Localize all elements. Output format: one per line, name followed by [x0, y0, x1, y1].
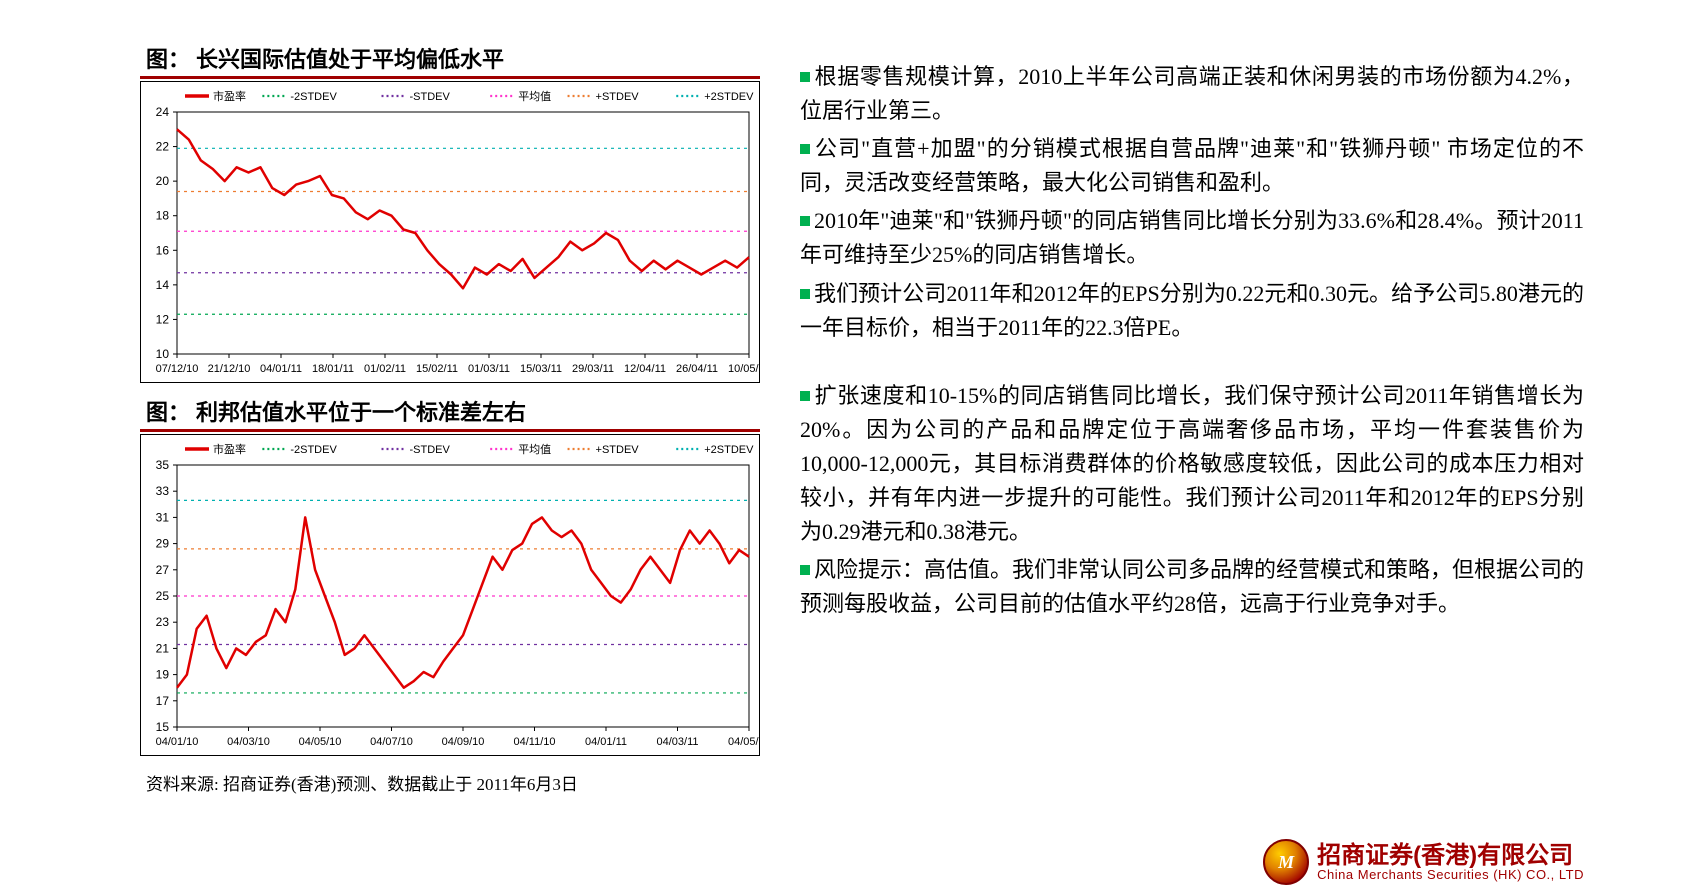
logo-badge-icon: M [1263, 839, 1309, 885]
chart1-title-bar: 图：长兴国际估值处于平均偏低水平 [140, 38, 760, 79]
svg-text:15/03/11: 15/03/11 [520, 363, 562, 375]
logo-text: 招商证券(香港)有限公司 China Merchants Securities … [1317, 844, 1584, 881]
svg-text:04/07/10: 04/07/10 [370, 736, 413, 748]
svg-text:10: 10 [156, 347, 170, 361]
svg-text:35: 35 [156, 458, 170, 472]
svg-text:21: 21 [156, 641, 170, 655]
svg-text:29/03/11: 29/03/11 [572, 363, 614, 375]
svg-text:-STDEV: -STDEV [410, 444, 451, 456]
svg-text:21/12/10: 21/12/10 [208, 363, 251, 375]
svg-text:04/03/10: 04/03/10 [227, 736, 270, 748]
svg-text:23: 23 [156, 615, 170, 629]
svg-text:19: 19 [156, 668, 170, 682]
chart2-title-bar: 图：利邦估值水平位于一个标准差左右 [140, 391, 760, 432]
bullet-icon [800, 289, 810, 299]
svg-text:-STDEV: -STDEV [410, 91, 451, 103]
bullet-paragraph: 根据零售规模计算，2010上半年公司高端正装和休闲男装的市场份额为4.2%，位居… [800, 60, 1584, 128]
logo-cn: 招商证券(香港)有限公司 [1317, 844, 1584, 868]
svg-text:16: 16 [156, 243, 170, 257]
chart1-title: 长兴国际估值处于平均偏低水平 [196, 47, 504, 72]
source-line: 资料来源: 招商证券(香港)预测、数据截止于 2011年6月3日 [140, 762, 760, 795]
bullet-paragraph: 扩张速度和10-15%的同店销售同比增长，我们保守预计公司2011年销售增长为2… [800, 379, 1584, 549]
svg-text:26/04/11: 26/04/11 [676, 363, 718, 375]
bullet-paragraph: 公司"直营+加盟"的分销模式根据自营品牌"迪莱"和"铁狮丹顿" 市场定位的不同，… [800, 132, 1584, 200]
logo-en: China Merchants Securities (HK) CO., LTD [1317, 868, 1584, 881]
svg-text:25: 25 [156, 589, 170, 603]
bullet-paragraph: 我们预计公司2011年和2012年的EPS分别为0.22元和0.30元。给予公司… [800, 277, 1584, 345]
svg-text:04/03/11: 04/03/11 [656, 736, 698, 748]
svg-text:33: 33 [156, 484, 170, 498]
svg-text:10/05/11: 10/05/11 [728, 363, 759, 375]
svg-text:01/02/11: 01/02/11 [364, 363, 406, 375]
paragraphs-bottom: 扩张速度和10-15%的同店销售同比增长，我们保守预计公司2011年销售增长为2… [800, 379, 1584, 622]
svg-text:平均值: 平均值 [518, 443, 551, 456]
svg-text:平均值: 平均值 [518, 90, 551, 103]
svg-text:市盈率: 市盈率 [213, 442, 246, 456]
svg-text:04/01/10: 04/01/10 [156, 736, 199, 748]
page-root: 图：长兴国际估值处于平均偏低水平 市盈率-2STDEV-STDEV平均值+STD… [0, 0, 1684, 795]
bullet-icon [800, 565, 810, 575]
svg-text:+STDEV: +STDEV [596, 444, 640, 456]
svg-text:12: 12 [156, 312, 170, 326]
bullet-icon [800, 391, 810, 401]
svg-text:12/04/11: 12/04/11 [624, 363, 666, 375]
svg-text:04/05/11: 04/05/11 [728, 736, 759, 748]
svg-text:-2STDEV: -2STDEV [290, 444, 337, 456]
chart2-title-prefix: 图： [146, 400, 190, 425]
svg-text:18: 18 [156, 209, 170, 223]
svg-text:市盈率: 市盈率 [213, 89, 246, 103]
svg-text:04/05/10: 04/05/10 [299, 736, 342, 748]
svg-text:17: 17 [156, 694, 170, 708]
chart1-svg: 市盈率 -2STDEV -STDEV 平均值 +STDEV +2STDEV 10 12 14 16… [141, 82, 759, 382]
chart2-title: 利邦估值水平位于一个标准差左右 [196, 400, 526, 425]
svg-text:29: 29 [156, 537, 170, 551]
chart2-svg: 市盈率 -2STDEV -STDEV 平均值 +STDEV +2STDEV 15 17 19 21… [141, 435, 759, 755]
svg-text:+2STDEV: +2STDEV [704, 91, 754, 103]
chart1-title-prefix: 图： [146, 47, 190, 72]
paragraphs-top: 根据零售规模计算，2010上半年公司高端正装和休闲男装的市场份额为4.2%，位居… [800, 60, 1584, 345]
bullet-icon [800, 144, 810, 154]
svg-text:-2STDEV: -2STDEV [290, 91, 337, 103]
right-column: 根据零售规模计算，2010上半年公司高端正装和休闲男装的市场份额为4.2%，位居… [800, 30, 1584, 795]
svg-text:27: 27 [156, 563, 170, 577]
bullet-paragraph: 2010年"迪莱"和"铁狮丹顿"的同店销售同比增长分别为33.6%和28.4%。… [800, 204, 1584, 272]
svg-text:04/09/10: 04/09/10 [442, 736, 485, 748]
svg-text:31: 31 [156, 510, 170, 524]
svg-text:14: 14 [156, 278, 170, 292]
svg-text:18/01/11: 18/01/11 [312, 363, 354, 375]
svg-text:20: 20 [156, 174, 170, 188]
left-column: 图：长兴国际估值处于平均偏低水平 市盈率-2STDEV-STDEV平均值+STD… [140, 30, 760, 795]
svg-text:04/01/11: 04/01/11 [585, 736, 627, 748]
svg-text:22: 22 [156, 140, 170, 154]
svg-text:04/01/11: 04/01/11 [260, 363, 302, 375]
bullet-paragraph: 风险提示：高估值。我们非常认同公司多品牌的经营模式和策略，但根据公司的预测每股收… [800, 553, 1584, 621]
svg-text:+2STDEV: +2STDEV [704, 444, 754, 456]
svg-text:24: 24 [156, 105, 170, 119]
chart2-box: 市盈率 -2STDEV -STDEV 平均值 +STDEV +2STDEV 15 17 19 21… [140, 434, 760, 756]
svg-text:07/12/10: 07/12/10 [156, 363, 199, 375]
svg-text:04/11/10: 04/11/10 [513, 736, 555, 748]
svg-text:15/02/11: 15/02/11 [416, 363, 458, 375]
bullet-icon [800, 216, 810, 226]
svg-text:+STDEV: +STDEV [596, 91, 640, 103]
logo-letter: M [1278, 852, 1294, 873]
svg-text:01/03/11: 01/03/11 [468, 363, 510, 375]
chart1-box: 市盈率 -2STDEV -STDEV 平均值 +STDEV +2STDEV 10 12 14 16… [140, 81, 760, 383]
bullet-icon [800, 72, 810, 82]
svg-text:15: 15 [156, 720, 170, 734]
footer-logo: M 招商证券(香港)有限公司 China Merchants Securitie… [1263, 839, 1584, 885]
